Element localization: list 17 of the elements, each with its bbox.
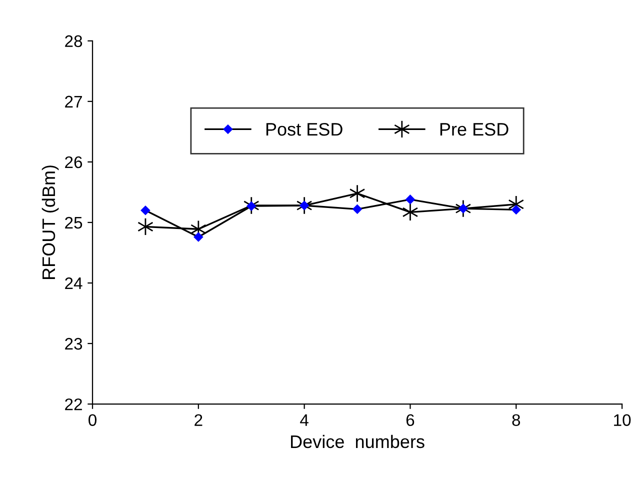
y-tick-label: 28 [65,35,82,48]
y-tick-label: 23 [65,338,82,350]
y-axis-title: RFOUT (dBm) [42,166,59,279]
y-tick-label: 25 [65,216,82,229]
x-tick-label: 6 [406,414,414,426]
x-tick-label: 2 [194,414,202,426]
x-tick-label: 8 [512,414,520,426]
y-tick-label: 22 [65,398,82,410]
y-tick-label: 26 [65,156,82,168]
y-tick-label: 27 [65,96,82,108]
legend-label: Post ESD [266,122,342,136]
legend-label: Pre ESD [440,122,508,136]
x-tick-label: 0 [88,414,96,426]
x-tick-label: 10 [614,414,631,426]
y-tick-label: 24 [65,277,82,290]
x-axis-title: Device numbers [291,434,424,448]
x-tick-label: 4 [300,414,308,426]
